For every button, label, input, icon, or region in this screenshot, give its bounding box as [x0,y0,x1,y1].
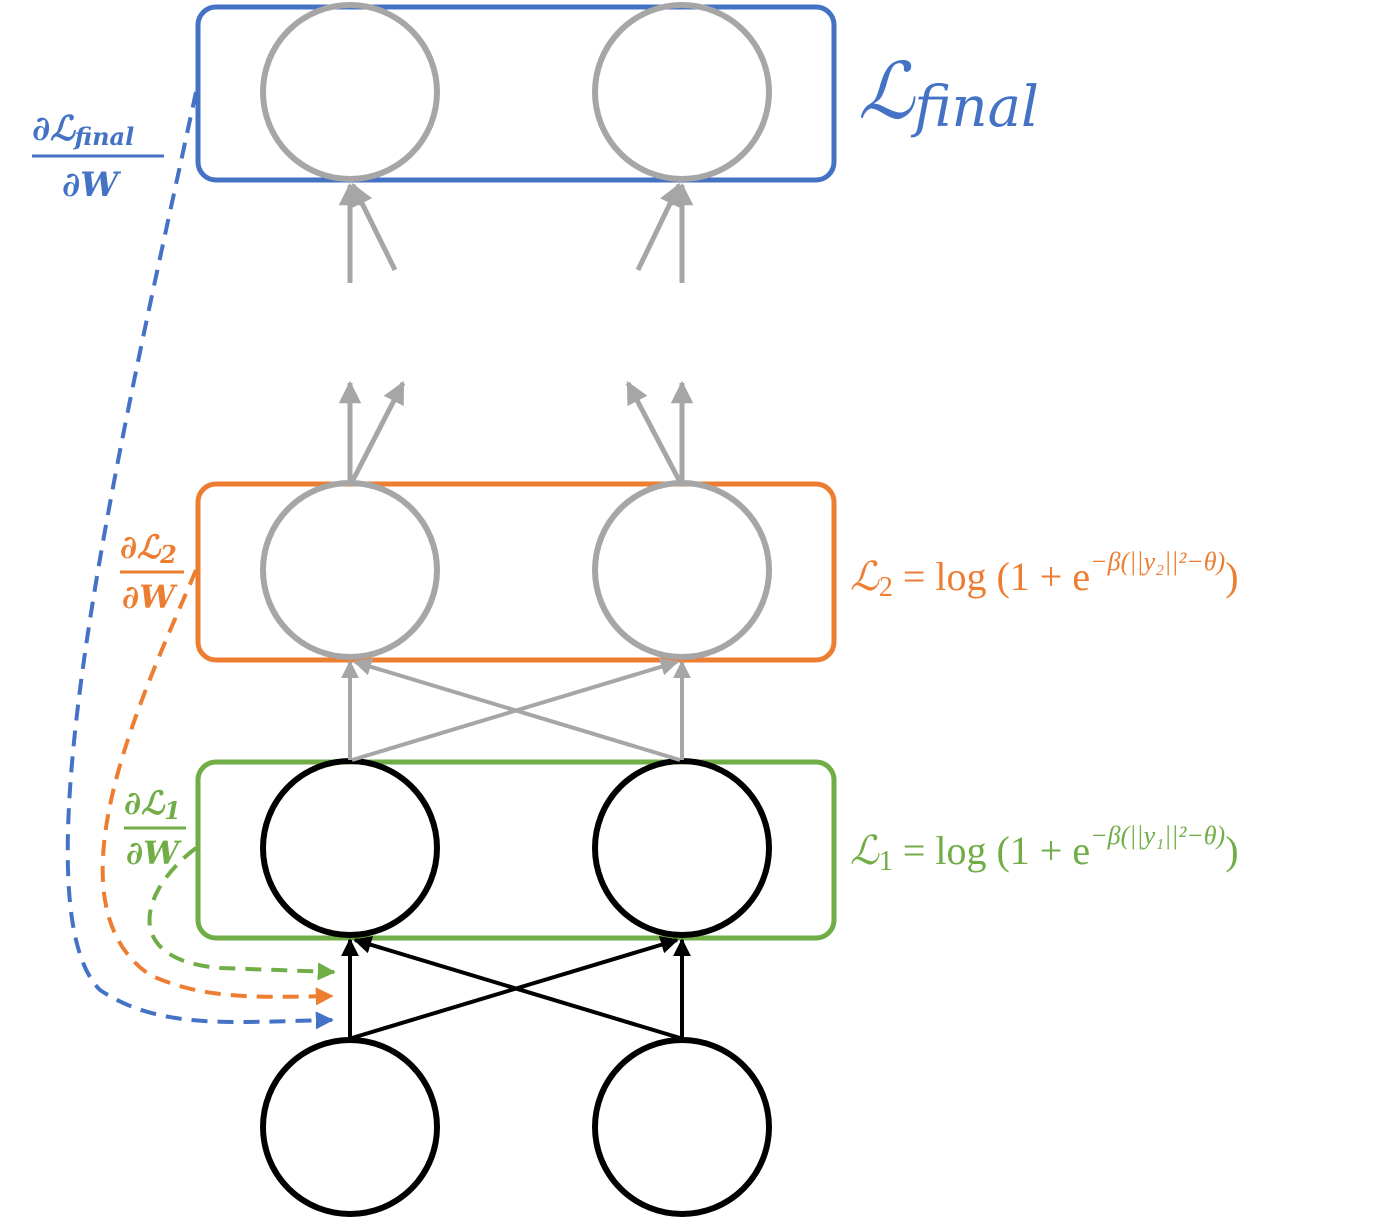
gradient-path-layer1 [147,846,336,981]
loss-layer1-equation: ℒ1 = log (1 + e−β(||y₁||²−θ)) [850,821,1239,877]
layer2-box [195,481,837,663]
arrow-l2-left-diag [349,380,406,484]
arrow-l1l-l2r [351,658,679,762]
grad-layer1-denominator: ∂W [126,834,182,872]
gradient-path-layer2 [100,569,334,1006]
loss-layer2-equation: ℒ2 = log (1 + e−β(||y₂||²−θ)) [850,547,1239,603]
layer1-box [195,759,837,941]
loss1-close: ) [1225,828,1238,873]
grad-layer2-fraction: ∂ℒ2 ∂W [120,528,184,616]
neuron-input-right [592,1037,772,1217]
layer1-neurons [260,758,772,938]
loss1-exponent: −β(||y₁||²−θ) [1090,821,1225,850]
grad-layer1-fraction: ∂ℒ1 ∂W [124,784,186,872]
arrows-layer1-to-layer2 [341,658,691,762]
neuron-l2-right [592,480,772,660]
loss2-rhs: = log (1 + e [893,554,1090,599]
input-neurons [260,1037,772,1217]
loss-final-label: ℒfinal [858,47,1039,140]
neuron-input-left [260,1037,440,1217]
arrow-final-right-diag [635,182,682,272]
loss-final-symbol: ℒ [858,47,916,137]
grad-final-denominator: ∂W [62,165,121,205]
loss-final-sub: final [910,75,1039,140]
final-layer-box [195,4,837,183]
grad-layer2-numerator: ∂ℒ2 [120,528,177,569]
arrows-out-of-layer2 [338,380,694,484]
loss1-rhs: = log (1 + e [893,828,1090,873]
layer2-neurons [260,480,772,660]
grad-final-fraction: ∂ℒfinal ∂W [32,109,164,205]
loss2-symbol: ℒ [850,554,880,599]
neuron-final-left [260,2,440,182]
neuron-final-right [592,2,772,182]
loss2-exponent: −β(||y₂||²−θ) [1090,547,1225,576]
neuron-l1-left [260,758,440,938]
arrows-input-to-layer1 [341,936,691,1040]
loss1-symbol: ℒ [850,828,880,873]
loss1-sub: 1 [879,846,893,877]
arrow-inl-l1r [351,936,679,1040]
arrows-into-final [338,182,694,283]
loss2-close: ) [1225,554,1238,599]
grad-layer2-denominator: ∂W [122,578,178,616]
loss2-sub: 2 [879,572,893,603]
neuron-l1-right [592,758,772,938]
arrow-l2-right-diag [625,381,683,484]
final-layer-neurons [260,2,772,182]
grad-final-numerator: ∂ℒfinal [32,109,134,151]
grad-layer1-numerator: ∂ℒ1 [124,784,181,825]
arrow-final-left-diag [350,182,398,272]
neuron-l2-left [260,480,440,660]
